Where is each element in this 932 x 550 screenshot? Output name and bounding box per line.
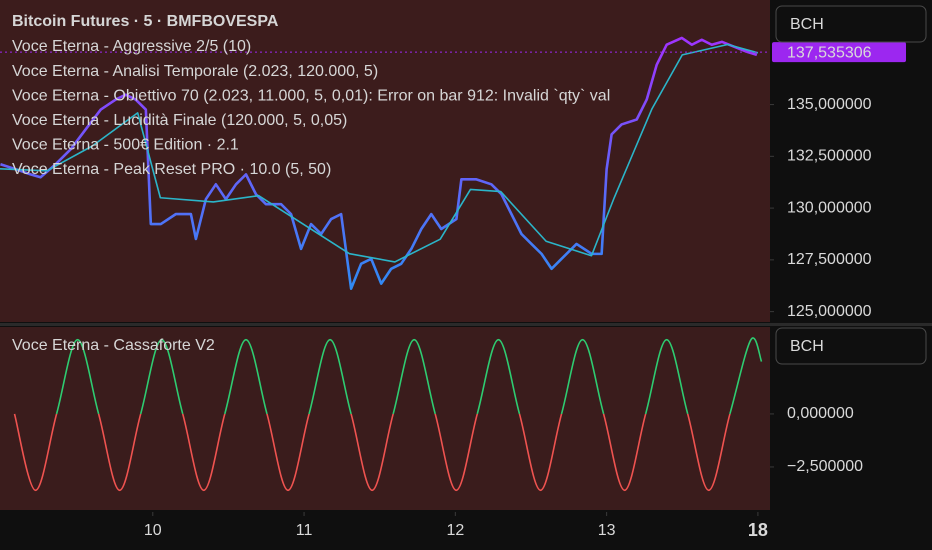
oscillator-down	[350, 413, 394, 492]
main-plot	[0, 36, 770, 290]
symbol-box[interactable]: BCH	[775, 327, 927, 365]
y-tick-label: 125,000000	[787, 303, 872, 320]
labels: Bitcoin Futures · 5 · BMFBOVESPA Voce Et…	[12, 13, 610, 354]
price-line	[0, 36, 758, 290]
legend-entry: Voce Eterna - 500€ Edition · 2.1	[12, 137, 239, 154]
oscillator-title: Voce Eterna - Cassaforte V2	[12, 337, 215, 354]
oscillator-up	[560, 338, 605, 415]
oscillator-up	[139, 338, 184, 415]
oscillator-pane	[0, 327, 770, 510]
y-tick-label: 130,000000	[787, 199, 872, 216]
symbol-label[interactable]: BCH	[790, 16, 824, 33]
symbol-box-frame[interactable]	[775, 327, 927, 365]
y-tick-label: 132,500000	[787, 148, 872, 165]
x-tick-label: 12	[446, 522, 464, 539]
oscillator-down	[181, 413, 226, 492]
x-tick-label: 13	[598, 522, 616, 539]
last-price-label: 137,535306	[787, 44, 872, 61]
oscillator-down	[97, 413, 142, 492]
y-tick-label: −2,500000	[787, 458, 863, 475]
oscillator-up	[644, 338, 689, 415]
oscillator-up	[729, 337, 763, 415]
legend-entry: Voce Eterna - Aggressive 2/5 (10)	[12, 38, 251, 55]
oscillator-up	[224, 338, 268, 415]
legend-entry: Voce Eterna - Obiettivo 70 (2.023, 11.00…	[12, 87, 610, 104]
y-tick-label: 135,000000	[787, 96, 872, 113]
legend-entry: Voce Eterna - Analisi Temporale (2.023, …	[12, 63, 378, 80]
oscillator-up	[392, 338, 436, 415]
symbol-box-frame[interactable]	[775, 5, 927, 43]
oscillator-down	[602, 413, 647, 492]
x-tick-label: 10	[144, 522, 162, 539]
legend-entry: Voce Eterna - Lucidità Finale (120.000, …	[12, 112, 347, 129]
oscillator-down	[686, 413, 731, 492]
symbol-label[interactable]: BCH	[790, 338, 824, 355]
oscillator-down	[266, 413, 310, 492]
oscillator-down	[518, 413, 563, 492]
oscillator-down	[13, 413, 58, 492]
symbol-box[interactable]: BCH	[775, 5, 927, 43]
moving-average-line	[0, 43, 759, 263]
oscillator-plot	[13, 337, 763, 492]
oscillator-down	[434, 413, 479, 492]
x-tick-label: 18	[748, 520, 768, 540]
legend: Voce Eterna - Aggressive 2/5 (10) Voce Et…	[12, 38, 610, 178]
oscillator-up	[476, 338, 521, 415]
oscillator-up	[308, 338, 352, 415]
y-tick-label: 127,500000	[787, 251, 872, 268]
oscillator-up	[55, 338, 100, 415]
x-tick-label: 11	[296, 522, 313, 539]
main-pane	[0, 0, 770, 322]
legend-entry: Voce Eterna - Peak Reset PRO · 10.0 (5, …	[12, 161, 331, 178]
y-tick-label: 0,000000	[787, 405, 854, 422]
chart-title: Bitcoin Futures · 5 · BMFBOVESPA	[12, 13, 279, 30]
last-price-box	[772, 42, 906, 63]
